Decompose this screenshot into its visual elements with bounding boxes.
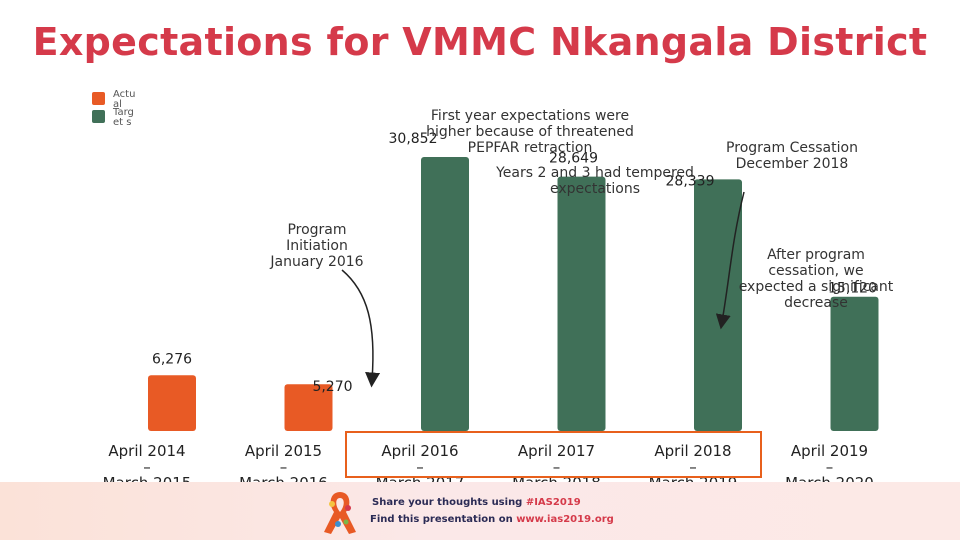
annotation-program-cessation: Program Cessation December 2018 — [726, 140, 858, 172]
legend-targets-label: Target s — [113, 107, 134, 128]
x-tick-label-4-0: April 2018 — [654, 442, 731, 460]
value-label-4: 28,339 — [666, 173, 715, 189]
footer-hashtag: #IAS2019 — [525, 497, 581, 508]
footer-url[interactable]: www.ias2019.org — [516, 514, 614, 525]
bar-target-4 — [694, 179, 742, 431]
annotation-program-initiation: Program Initiation January 2016 — [270, 222, 364, 270]
annotation-years-2-3: Years 2 and 3 had tempered expectations — [496, 165, 694, 197]
x-tick-label-0-1: – — [143, 458, 151, 476]
x-tick-label-1-0: April 2015 — [245, 442, 322, 460]
footer-find-line: Find this presentation on www.ias2019.or… — [370, 514, 614, 525]
x-tick-label-3-1: – — [553, 458, 561, 476]
legend-actual-label: Actu al — [113, 89, 136, 110]
value-label-0: 6,276 — [152, 351, 192, 367]
bar-actual-0 — [148, 375, 196, 431]
bar-actual-1 — [284, 384, 333, 431]
arrow-program-initiation — [341, 269, 381, 388]
legend-actual-swatch — [92, 92, 105, 105]
x-tick-label-5-0: April 2019 — [791, 442, 868, 460]
bar-target-5 — [830, 296, 879, 431]
footer-find-text: Find this presentation on — [370, 514, 517, 525]
footer-share-text: Share your thoughts using — [372, 497, 526, 508]
conference-footer — [0, 482, 960, 540]
value-label-5: 15,120 — [828, 281, 877, 297]
bar-target-3 — [557, 176, 606, 431]
x-tick-label-2-0: April 2016 — [381, 442, 458, 460]
value-label-1: 5,270 — [312, 379, 352, 395]
x-tick-label-4-1: – — [689, 458, 697, 476]
chart-title: Expectations for VMMC Nkangala District — [32, 20, 928, 64]
bar-target-2 — [421, 157, 469, 431]
awareness-ribbon-icon — [324, 492, 356, 534]
value-label-3: 28,649 — [549, 151, 598, 167]
x-tick-label-2-1: – — [416, 458, 424, 476]
annotation-after-cessation: After program cessation, we expected a s… — [738, 247, 894, 311]
x-tick-label-3-0: April 2017 — [518, 442, 595, 460]
legend-targets-swatch — [92, 110, 105, 123]
value-label-2: 30,852 — [389, 131, 438, 147]
x-tick-label-1-1: – — [280, 458, 288, 476]
x-tick-label-0-0: April 2014 — [108, 442, 185, 460]
footer-share-line: Share your thoughts using #IAS2019 — [372, 497, 581, 508]
highlight-box — [345, 431, 762, 478]
annotation-first-year: First year expectations were higher beca… — [426, 108, 634, 156]
arrow-program-cessation — [715, 191, 745, 330]
x-tick-label-5-1: – — [826, 458, 834, 476]
